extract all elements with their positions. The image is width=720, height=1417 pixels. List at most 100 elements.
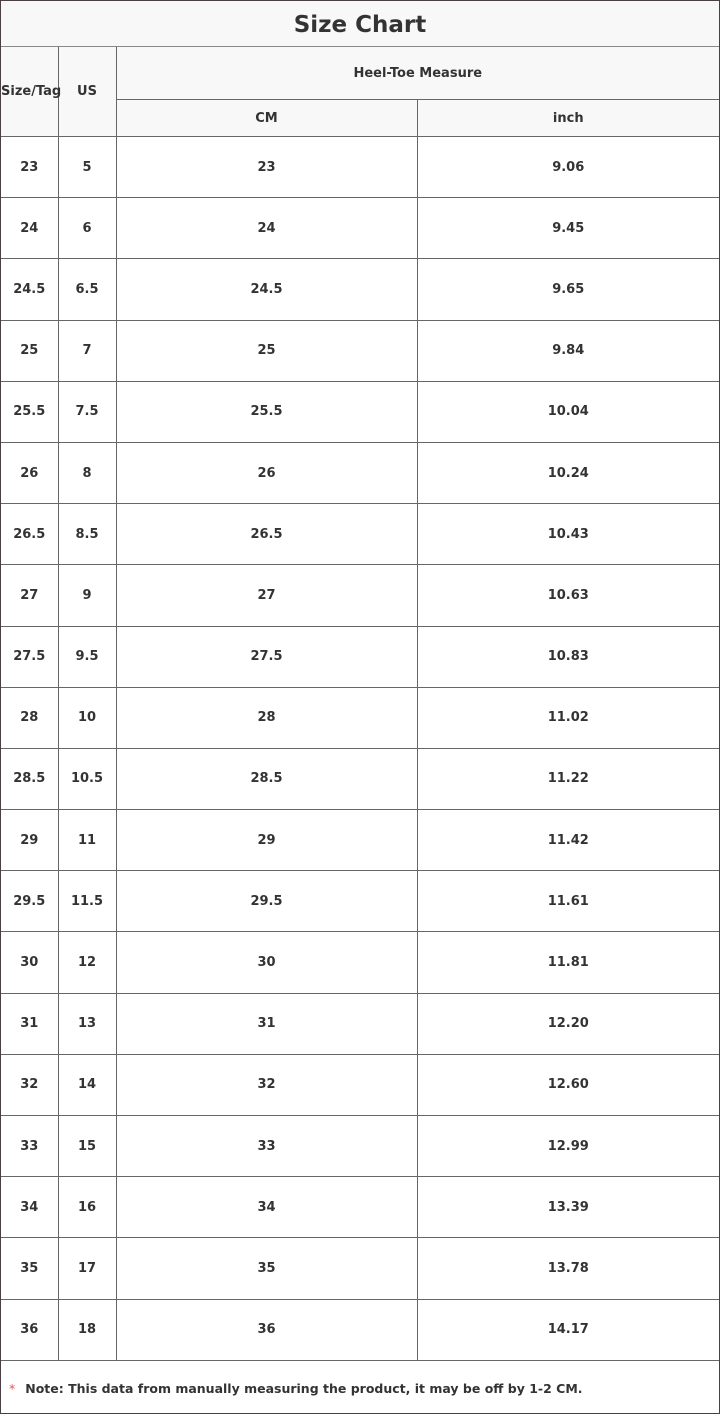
- cell-inch: 10.04: [416, 380, 719, 443]
- cell-inch: 10.63: [416, 564, 719, 627]
- table-row: 33 15 33 12.99: [1, 1114, 719, 1178]
- cell-cm: 32: [115, 1053, 418, 1117]
- cell-cm: 30: [115, 931, 418, 994]
- header-inch: inch: [416, 99, 719, 137]
- table-row: 24 6 24 9.45: [1, 197, 719, 260]
- cell-inch: 10.83: [416, 625, 719, 688]
- cell-size-tag: 24: [1, 197, 59, 260]
- cell-size-tag: 25: [1, 319, 59, 382]
- cell-us: 13: [57, 992, 117, 1055]
- table-row: 28 10 28 11.02: [1, 686, 719, 749]
- cell-us: 10.5: [57, 747, 117, 811]
- header-heel-toe-measure: Heel-Toe Measure: [115, 47, 719, 100]
- cell-us: 17: [57, 1237, 117, 1300]
- table-row: 27.5 9.5 27.5 10.83: [1, 625, 719, 688]
- cell-us: 18: [57, 1298, 117, 1361]
- table-row: 24.5 6.5 24.5 9.65: [1, 258, 719, 321]
- note: * Note: This data from manually measuring…: [1, 1361, 719, 1413]
- cell-inch: 11.81: [416, 931, 719, 994]
- cell-inch: 9.84: [416, 319, 719, 382]
- cell-cm: 28: [115, 686, 418, 749]
- table-row: 34 16 34 13.39: [1, 1176, 719, 1239]
- subheader-row: CM inch: [1, 99, 719, 137]
- table-row: 26.5 8.5 26.5 10.43: [1, 503, 719, 566]
- cell-inch: 13.78: [416, 1237, 719, 1300]
- table-row: 26 8 26 10.24: [1, 441, 719, 505]
- cell-inch: 11.61: [416, 870, 719, 933]
- cell-size-tag: 30: [1, 931, 59, 994]
- cell-us: 5: [57, 135, 117, 199]
- cell-inch: 11.42: [416, 809, 719, 872]
- cell-size-tag: 35: [1, 1237, 59, 1300]
- cell-inch: 9.06: [416, 135, 719, 199]
- cell-us: 9: [57, 564, 117, 627]
- cell-us: 11: [57, 809, 117, 872]
- cell-us: 7: [57, 319, 117, 382]
- cell-inch: 9.45: [416, 197, 719, 260]
- cell-cm: 24: [115, 197, 418, 260]
- cell-us: 16: [57, 1176, 117, 1239]
- header-cm: CM: [116, 99, 418, 137]
- cell-cm: 24.5: [115, 258, 418, 321]
- cell-size-tag: 31: [1, 992, 59, 1055]
- cell-inch: 10.24: [416, 441, 719, 505]
- cell-cm: 31: [115, 992, 418, 1055]
- header-size-tag: Size/Tag: [1, 47, 61, 137]
- cell-us: 6: [57, 197, 117, 260]
- note-text: Note: This data from manually measuring …: [25, 1380, 583, 1396]
- cell-us: 10: [57, 686, 117, 749]
- cell-size-tag: 25.5: [1, 380, 59, 443]
- cell-cm: 29: [115, 809, 418, 872]
- cell-inch: 9.65: [416, 258, 719, 321]
- cell-us: 15: [57, 1114, 117, 1178]
- table-row: 25.5 7.5 25.5 10.04: [1, 380, 719, 443]
- cell-size-tag: 28: [1, 686, 59, 749]
- cell-size-tag: 33: [1, 1114, 59, 1178]
- cell-cm: 28.5: [115, 747, 418, 811]
- cell-size-tag: 24.5: [1, 258, 59, 321]
- cell-inch: 12.99: [416, 1114, 719, 1178]
- cell-inch: 11.02: [416, 686, 719, 749]
- cell-inch: 12.20: [416, 992, 719, 1055]
- size-table: Size/Tag US Heel-Toe Measure CM inch 23 5…: [1, 47, 719, 1361]
- asterisk-icon: *: [9, 1380, 16, 1396]
- cell-size-tag: 27.5: [1, 625, 59, 688]
- cell-inch: 10.43: [416, 503, 719, 566]
- cell-cm: 33: [115, 1114, 418, 1178]
- table-row: 27 9 27 10.63: [1, 564, 719, 627]
- table-row: 35 17 35 13.78: [1, 1237, 719, 1300]
- table-row: 36 18 36 14.17: [1, 1298, 719, 1361]
- cell-size-tag: 27: [1, 564, 59, 627]
- cell-cm: 27.5: [115, 625, 418, 688]
- cell-cm: 36: [115, 1298, 418, 1361]
- cell-us: 7.5: [57, 380, 117, 443]
- cell-cm: 27: [115, 564, 418, 627]
- header-us: US: [57, 47, 117, 137]
- cell-us: 6.5: [57, 258, 117, 321]
- table-row: 30 12 30 11.81: [1, 931, 719, 994]
- cell-inch: 11.22: [416, 747, 719, 811]
- cell-size-tag: 34: [1, 1176, 59, 1239]
- cell-size-tag: 26: [1, 441, 59, 505]
- cell-us: 11.5: [57, 870, 117, 933]
- cell-size-tag: 32: [1, 1053, 59, 1117]
- table-row: 29.5 11.5 29.5 11.61: [1, 870, 719, 933]
- cell-cm: 25.5: [115, 380, 418, 443]
- cell-size-tag: 29: [1, 809, 59, 872]
- table-row: 25 7 25 9.84: [1, 319, 719, 382]
- cell-inch: 13.39: [416, 1176, 719, 1239]
- table-row: 31 13 31 12.20: [1, 992, 719, 1055]
- cell-cm: 25: [115, 319, 418, 382]
- cell-size-tag: 26.5: [1, 503, 59, 566]
- table-row: 29 11 29 11.42: [1, 809, 719, 872]
- cell-size-tag: 23: [1, 135, 59, 199]
- cell-us: 12: [57, 931, 117, 994]
- cell-cm: 26: [115, 441, 418, 505]
- cell-size-tag: 28.5: [1, 747, 59, 811]
- cell-inch: 14.17: [416, 1298, 719, 1361]
- cell-cm: 35: [115, 1237, 418, 1300]
- cell-us: 9.5: [57, 625, 117, 688]
- cell-cm: 29.5: [115, 870, 418, 933]
- cell-cm: 23: [115, 135, 418, 199]
